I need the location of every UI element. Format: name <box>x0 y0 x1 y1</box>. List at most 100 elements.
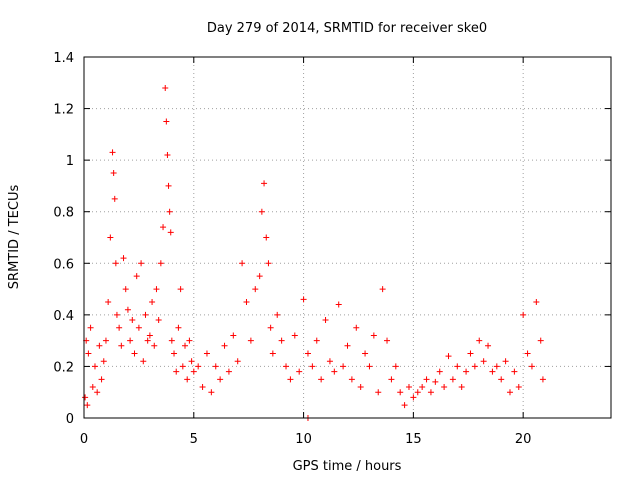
data-point <box>171 350 178 357</box>
data-point <box>392 363 399 370</box>
data-point <box>122 286 129 293</box>
data-point <box>269 350 276 357</box>
data-point <box>405 384 412 391</box>
data-point <box>309 363 316 370</box>
data-point <box>217 376 224 383</box>
data-point <box>331 368 338 375</box>
grid-lines <box>84 57 611 418</box>
data-point <box>263 234 270 241</box>
data-point <box>164 151 171 158</box>
data-point <box>528 363 535 370</box>
data-point <box>441 384 448 391</box>
data-point <box>146 332 153 339</box>
data-point <box>467 350 474 357</box>
data-point <box>133 273 140 280</box>
data-point <box>419 384 426 391</box>
data-point <box>195 363 202 370</box>
data-point <box>261 180 268 187</box>
data-point <box>498 376 505 383</box>
y-tick-label: 0.4 <box>53 309 74 324</box>
data-point <box>212 363 219 370</box>
data-point <box>362 350 369 357</box>
data-point <box>436 368 443 375</box>
data-point <box>129 317 136 324</box>
data-point <box>91 363 98 370</box>
data-point <box>427 389 434 396</box>
data-point <box>234 358 241 365</box>
data-point <box>149 298 156 305</box>
data-point <box>96 342 103 349</box>
data-point <box>127 337 134 344</box>
data-point <box>252 286 259 293</box>
data-point <box>511 368 518 375</box>
data-point <box>313 337 320 344</box>
data-point <box>98 376 105 383</box>
x-tick-label: 10 <box>295 432 312 447</box>
data-point <box>188 358 195 365</box>
data-point <box>471 363 478 370</box>
data-point <box>109 149 116 156</box>
data-point <box>410 394 417 401</box>
data-point <box>267 324 274 331</box>
data-point <box>384 337 391 344</box>
data-point <box>112 260 119 267</box>
data-point <box>138 260 145 267</box>
data-point <box>175 324 182 331</box>
data-point <box>291 332 298 339</box>
data-points <box>82 84 546 421</box>
data-point <box>105 298 112 305</box>
data-point <box>155 317 162 324</box>
data-point <box>118 342 125 349</box>
x-tick-label: 0 <box>80 432 88 447</box>
data-point <box>296 368 303 375</box>
data-point <box>265 260 272 267</box>
y-tick-label: 0.8 <box>53 206 74 221</box>
data-point <box>116 324 123 331</box>
x-axis-ticks: 0 5 10 15 20 <box>80 57 531 447</box>
data-point <box>388 376 395 383</box>
y-axis-ticks: 0 0.2 0.4 0.6 0.8 1 1.2 1.4 <box>53 51 611 427</box>
data-point <box>199 384 206 391</box>
data-point <box>166 208 173 215</box>
data-point <box>515 384 522 391</box>
data-point <box>449 376 456 383</box>
data-point <box>304 350 311 357</box>
data-point <box>85 350 92 357</box>
data-point <box>208 389 215 396</box>
plot-frame <box>83 56 612 419</box>
data-point <box>480 358 487 365</box>
data-point <box>247 337 254 344</box>
data-point <box>256 273 263 280</box>
data-point <box>160 224 167 231</box>
data-point <box>537 337 544 344</box>
data-point <box>239 260 246 267</box>
data-point <box>489 368 496 375</box>
data-point <box>524 350 531 357</box>
data-point <box>151 342 158 349</box>
data-point <box>82 394 89 401</box>
data-point <box>87 324 94 331</box>
data-point <box>432 378 439 385</box>
data-point <box>258 208 265 215</box>
data-point <box>120 255 127 262</box>
data-point <box>177 286 184 293</box>
data-point <box>162 84 169 91</box>
data-point <box>221 342 228 349</box>
data-point <box>89 384 96 391</box>
data-point <box>230 332 237 339</box>
data-point <box>243 298 250 305</box>
data-point <box>287 376 294 383</box>
data-point <box>397 389 404 396</box>
data-point <box>84 402 91 409</box>
data-point <box>124 306 131 313</box>
data-point <box>340 363 347 370</box>
data-point <box>401 402 408 409</box>
data-point <box>370 332 377 339</box>
y-tick-label: 1.2 <box>53 103 74 118</box>
data-point <box>168 337 175 344</box>
data-point <box>274 311 281 318</box>
data-point <box>300 296 307 303</box>
chart-title: Day 279 of 2014, SRMTID for receiver ske… <box>207 21 487 36</box>
